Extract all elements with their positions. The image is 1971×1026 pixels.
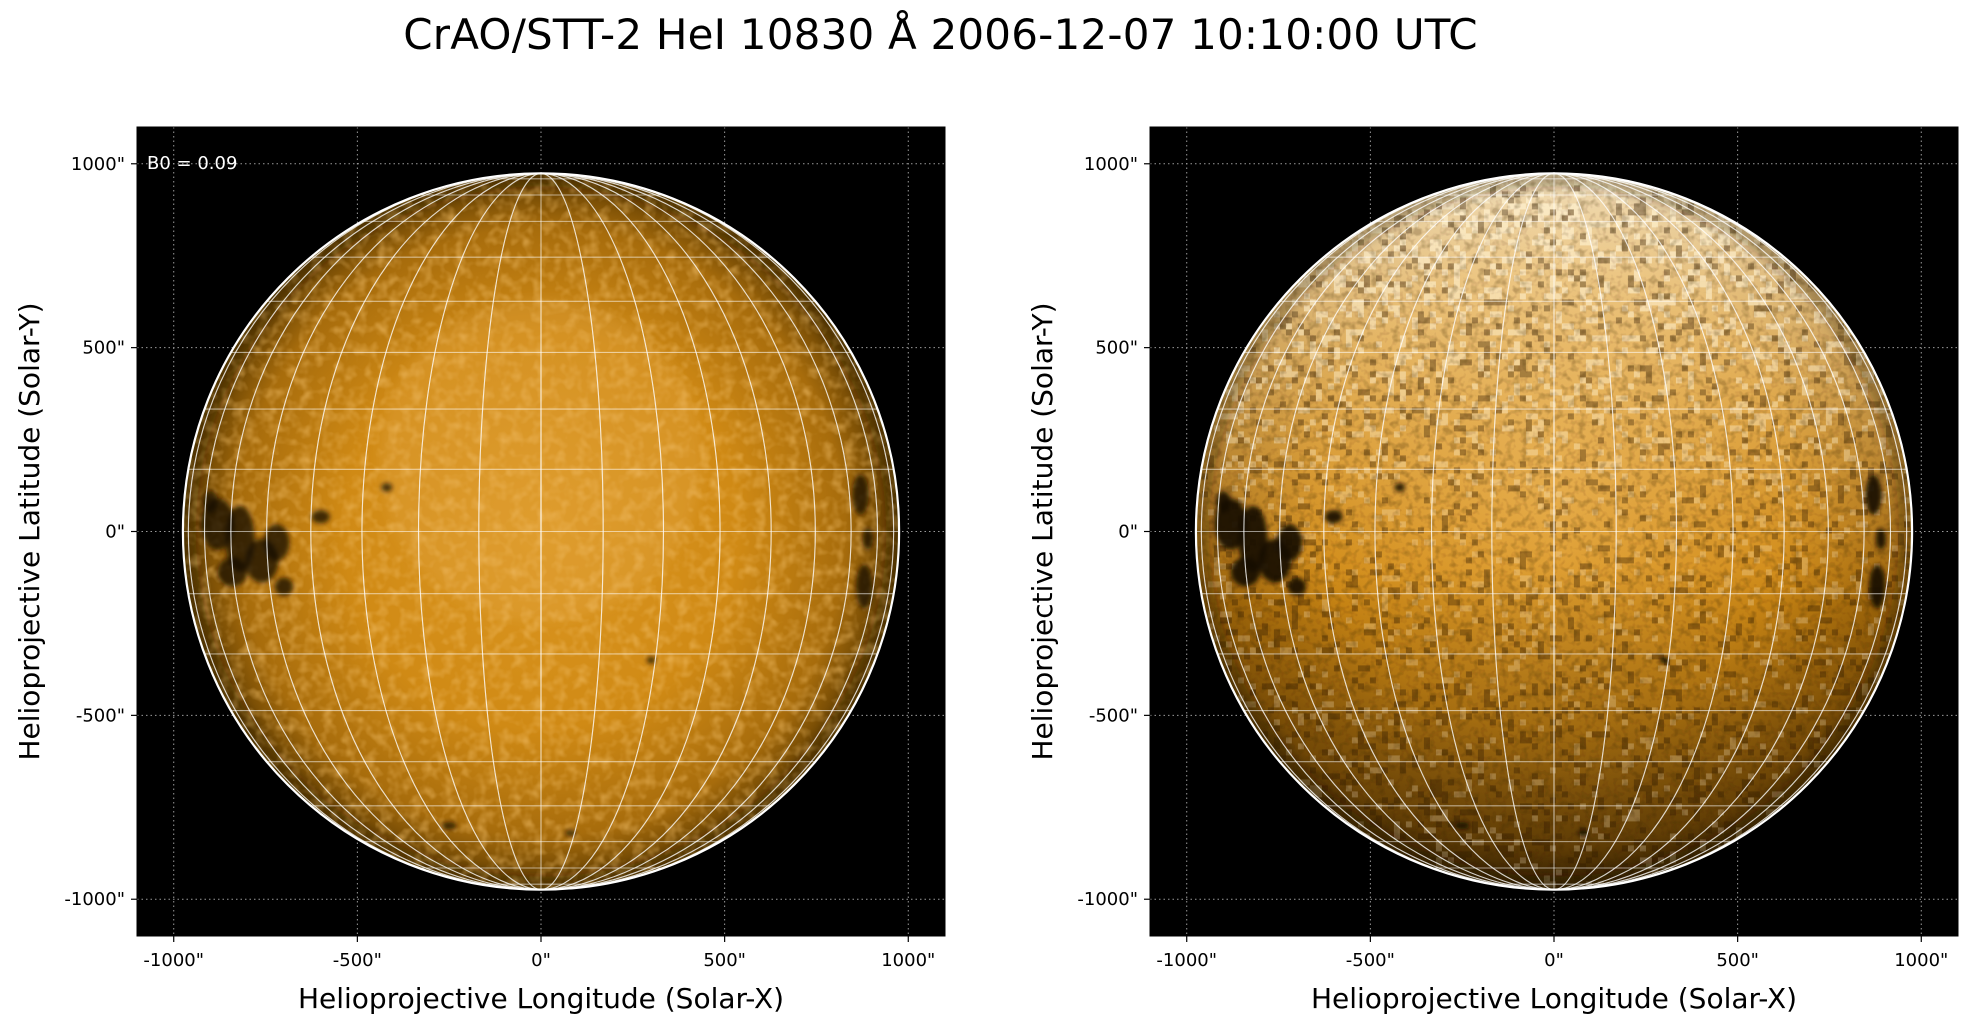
- ticks: -1000" -1000" -500" -500" 0" 0" 500" 500" 1000" 1…: [1077, 154, 1948, 971]
- x-tick-label: 0": [1544, 950, 1564, 971]
- y-tick-label: 1000": [1084, 154, 1138, 175]
- x-axis-label: Helioprojective Longitude (Solar-X): [1311, 982, 1797, 1015]
- filament: [564, 830, 576, 836]
- dark-features: [1214, 474, 1887, 836]
- dark-features: [201, 474, 874, 836]
- y-tick-label: 500": [1095, 338, 1138, 359]
- filament: [1287, 577, 1307, 596]
- y-tick-label: -1000": [64, 889, 125, 910]
- x-axis-label: Helioprojective Longitude (Solar-X): [298, 982, 784, 1015]
- y-axis-label: Helioprojective Latitude (Solar-Y): [13, 302, 46, 760]
- y-tick-label: -1000": [1077, 889, 1138, 910]
- y-tick-label: 1000": [71, 154, 125, 175]
- y-axis-label: Helioprojective Latitude (Solar-Y): [1026, 302, 1059, 760]
- filament: [852, 474, 869, 515]
- y-tick-label: 500": [82, 338, 125, 359]
- ticks: -1000" -1000" -500" -500" 0" 0" 500" 500" 1000" 1…: [64, 154, 935, 971]
- filament: [1875, 527, 1887, 550]
- filament: [1324, 510, 1343, 524]
- filament: [381, 482, 393, 492]
- heliographic-grid: [1195, 173, 1913, 890]
- filament: [856, 564, 873, 609]
- heliographic-grid: [182, 173, 900, 890]
- b0-annotation: B0 = 0.09: [147, 153, 237, 174]
- filament: [1577, 830, 1589, 836]
- panel-left: -1000" -1000" -500" -500" 0" 0" 500" 500" 1000" 1…: [13, 126, 946, 1015]
- x-tick-label: 500": [703, 950, 746, 971]
- x-tick-label: 1000": [881, 950, 935, 971]
- y-tick-label: -500": [1089, 705, 1138, 726]
- filament: [862, 527, 874, 550]
- filament: [1659, 656, 1669, 664]
- x-tick-label: -500": [333, 950, 382, 971]
- limb-circle: [181, 172, 901, 891]
- filament: [203, 491, 218, 514]
- y-tick-label: 0": [105, 522, 125, 543]
- y-tick-label: 0": [1118, 522, 1138, 543]
- filament: [1394, 482, 1406, 492]
- x-tick-label: -1000": [1156, 950, 1217, 971]
- x-tick-label: 500": [1716, 950, 1759, 971]
- filament: [263, 524, 290, 561]
- filament: [274, 577, 294, 596]
- filament: [441, 822, 457, 830]
- x-tick-label: 1000": [1894, 950, 1948, 971]
- x-tick-label: -500": [1346, 950, 1395, 971]
- limb-circle: [1194, 172, 1914, 891]
- filament: [1869, 564, 1886, 609]
- x-tick-label: 0": [531, 950, 551, 971]
- filament: [1276, 524, 1303, 561]
- panel-right: -1000" -1000" -500" -500" 0" 0" 500" 500" 1000" 1…: [1026, 126, 1959, 1015]
- filament: [646, 656, 656, 664]
- figure-title: CrAO/STT-2 HeI 10830 Å 2006-12-07 10:10:…: [403, 10, 1478, 59]
- filament: [1454, 822, 1470, 830]
- filament: [1865, 474, 1882, 515]
- x-tick-label: -1000": [143, 950, 204, 971]
- filament: [1216, 491, 1231, 514]
- filament: [311, 510, 330, 524]
- y-tick-label: -500": [76, 705, 125, 726]
